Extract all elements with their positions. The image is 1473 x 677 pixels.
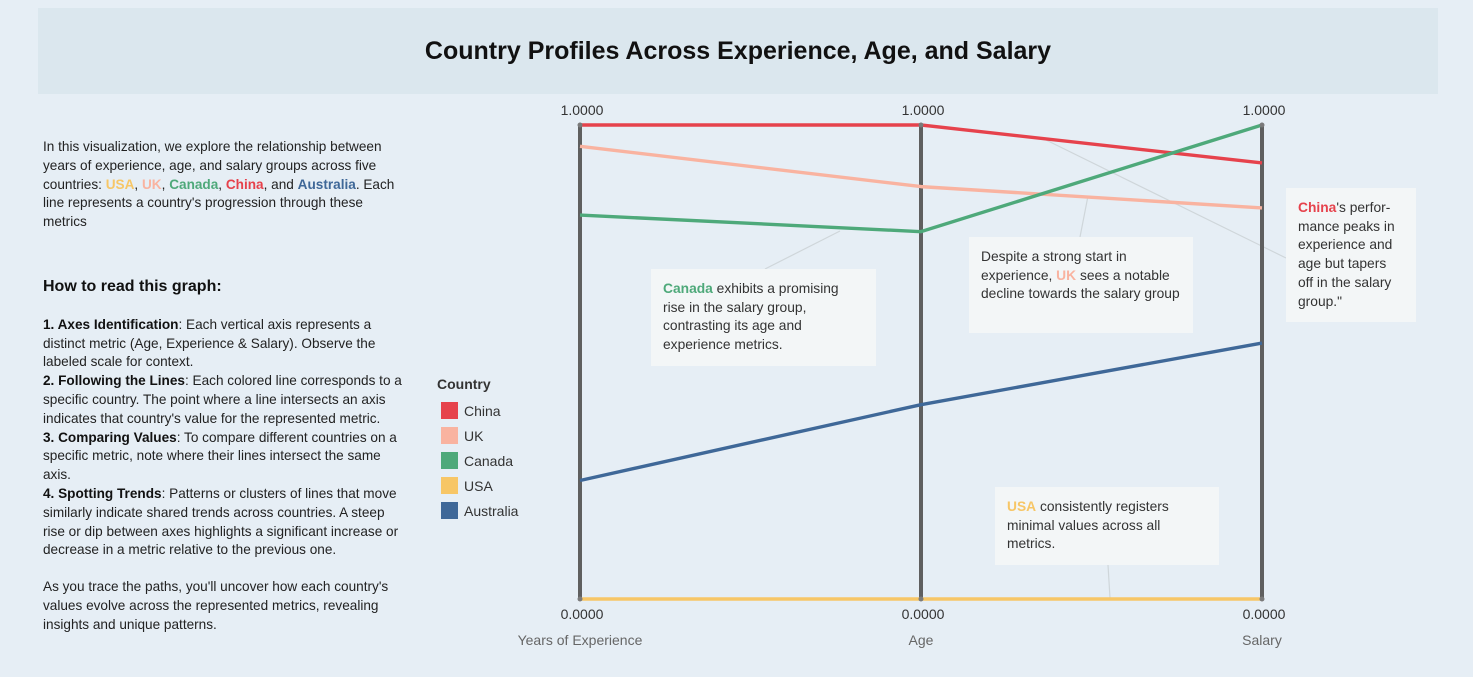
axis-end-dot (918, 122, 924, 128)
axis-end-dot (577, 122, 583, 128)
axis-title: Age (909, 632, 934, 648)
legend-title: Country (437, 376, 491, 392)
axis-end-dot (918, 596, 924, 602)
annotation-canada: Canada exhibits a promising rise in the … (651, 269, 876, 366)
annotation-uk-before: Despite a strong start in experience, (981, 249, 1127, 283)
intro-text: In this visualization, we explore the re… (43, 138, 405, 232)
intro-china: China (225, 176, 264, 192)
legend-item: Canada (437, 448, 518, 473)
annotation-connector (1107, 564, 1111, 599)
annotation-uk: Despite a strong start in experience, UK… (969, 237, 1193, 333)
description-panel: In this visualization, we explore the re… (43, 138, 405, 635)
axis-max-label: 1.0000 (561, 102, 604, 118)
intro-australia: Australia (297, 176, 356, 192)
annotation-canada-text: exhibits a promising rise in the salary … (663, 281, 839, 353)
annotation-usa: USA consistently registers minimal value… (995, 487, 1219, 565)
intro-sep: , (134, 176, 142, 192)
series-line (579, 341, 1263, 483)
annotation-usa-text: consistently registers minimal values ac… (1007, 499, 1169, 552)
step-text: : Each vertical axis represents a distin… (43, 316, 376, 370)
legend-label: USA (464, 477, 493, 494)
step-text: : Each colored line corresponds to a spe… (43, 373, 402, 426)
howto-step: 1. Axes Identification: Each vertical ax… (43, 316, 405, 372)
series-line (579, 144, 1263, 210)
step-text: : Patterns or clusters of lines that mov… (43, 485, 399, 558)
intro-uk: UK (141, 176, 162, 192)
intro-before: In this visualization, we explore the re… (43, 139, 382, 192)
axis-end-dot (1259, 596, 1265, 602)
legend-swatch (441, 402, 458, 419)
legend-label: China (464, 402, 501, 419)
legend-item: China (437, 398, 518, 423)
axis-title: Years of Experience (518, 632, 643, 648)
axis-title: Salary (1242, 632, 1282, 648)
header: Country Profiles Across Experience, Age,… (38, 8, 1438, 94)
legend-label: UK (464, 427, 484, 444)
legend-item: UK (437, 423, 518, 448)
legend: Country China UK Canada USA Australia (437, 376, 518, 523)
step-title: 2. Following the Lines (43, 373, 185, 389)
legend-label: Canada (464, 452, 514, 469)
legend-swatch (441, 477, 458, 494)
intro-canada: Canada (169, 176, 219, 192)
annotation-canada-name: Canada (663, 281, 713, 296)
annotation-connector (1079, 195, 1089, 238)
step-text: : To compare different countries on a sp… (43, 429, 397, 483)
annotation-uk-after: sees a notable decline towards the salar… (981, 267, 1180, 302)
axis-end-dot (577, 596, 583, 602)
axis-max-label: 1.0000 (1243, 102, 1286, 118)
legend-item: Australia (437, 498, 518, 523)
intro-usa: USA (105, 176, 135, 192)
howto-step: 4. Spotting Trends: Patterns or clusters… (43, 485, 405, 560)
intro-sep: , (218, 176, 226, 192)
annotation-usa-name: USA (1007, 499, 1037, 514)
annotation-china-text: 's perfor-mance peaks in experience and … (1298, 200, 1395, 309)
axis-end-dot (1259, 122, 1265, 128)
annotation-uk-name: UK (1056, 267, 1077, 283)
legend-label: Australia (464, 502, 519, 519)
howto-title: How to read this graph: (43, 277, 222, 295)
howto-step: 2. Following the Lines: Each colored lin… (43, 372, 405, 428)
howto-step: 3. Comparing Values: To compare differen… (43, 429, 405, 485)
intro-sep: , and (263, 176, 298, 192)
legend-swatch (441, 452, 458, 469)
legend-swatch (441, 502, 458, 519)
step-title: 3. Comparing Values (43, 429, 177, 445)
axis-min-label: 0.0000 (902, 606, 945, 622)
intro-sep: , (161, 176, 170, 192)
legend-swatch (441, 427, 458, 444)
annotation-connector (1041, 137, 1287, 259)
series-line (579, 123, 1263, 234)
legend-items: China UK Canada USA Australia (437, 398, 518, 523)
legend-item: USA (437, 473, 518, 498)
axis-max-label: 1.0000 (902, 102, 945, 118)
step-title: 1. Axes Identification (43, 316, 179, 332)
axis-min-label: 0.0000 (1243, 606, 1286, 622)
outro-text: As you trace the paths, you'll uncover h… (43, 579, 389, 632)
annotation-connector (764, 230, 841, 270)
intro-after: . Each line represents a country's progr… (43, 176, 395, 230)
axis-min-label: 0.0000 (561, 606, 604, 622)
step-title: 4. Spotting Trends (43, 485, 162, 501)
annotation-china: China's perfor-mance peaks in experience… (1286, 188, 1416, 322)
page-title: Country Profiles Across Experience, Age,… (424, 36, 1052, 65)
annotation-china-name: China (1298, 200, 1337, 215)
